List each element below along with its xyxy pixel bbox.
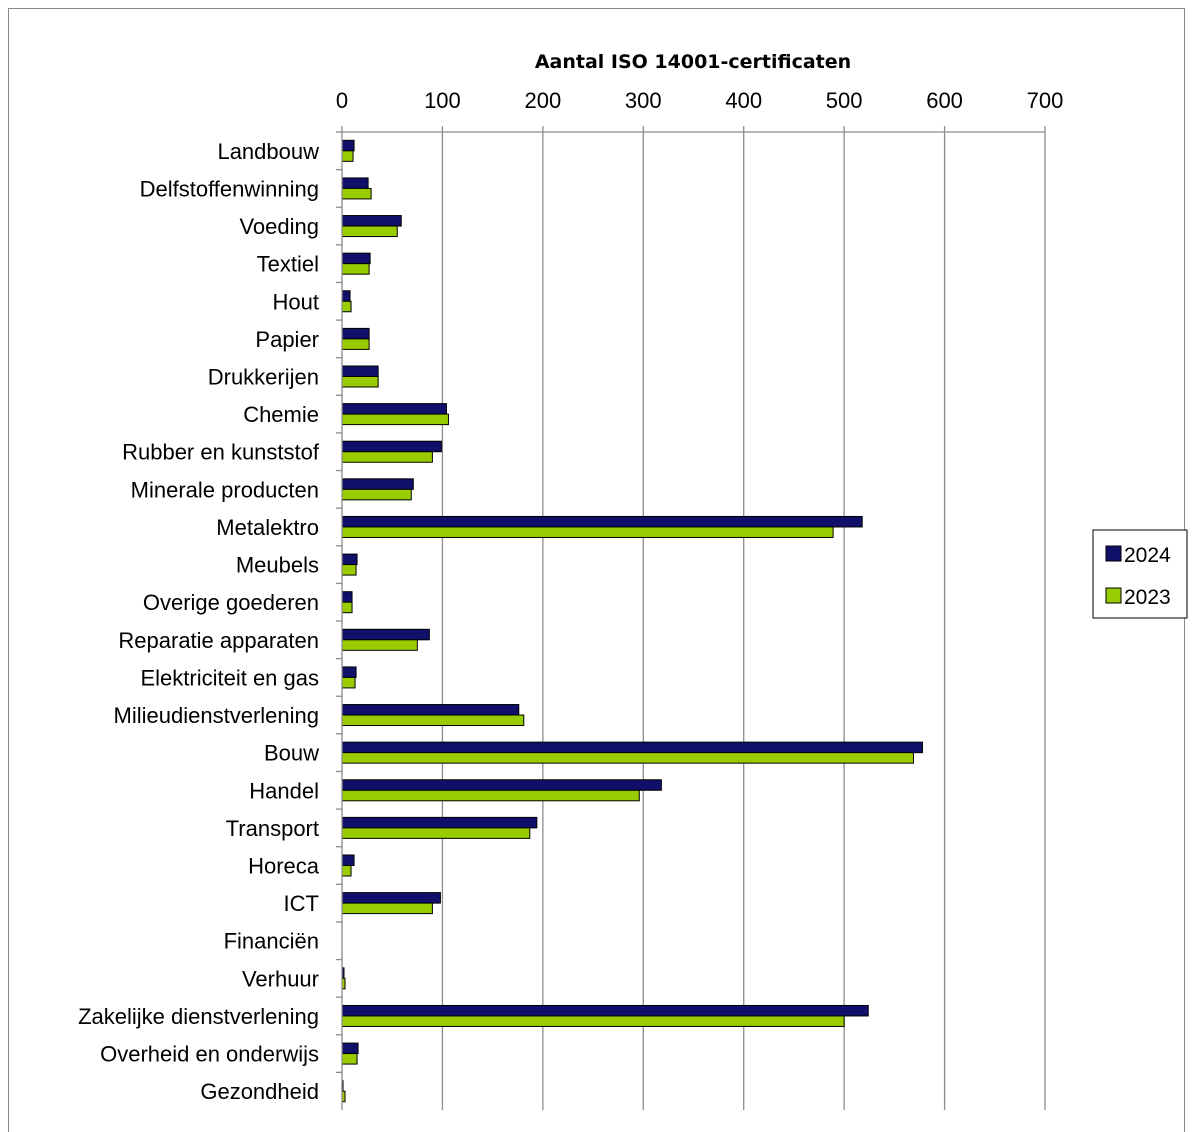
- bar-2023: [341, 564, 357, 576]
- category-label: Papier: [255, 327, 319, 352]
- bar-2023: [341, 789, 640, 802]
- bar-2024: [341, 741, 923, 754]
- x-tick-label: 600: [926, 88, 963, 113]
- bar-2023: [341, 488, 412, 501]
- bar-2024: [341, 591, 353, 603]
- bar-2023: [341, 526, 834, 538]
- legend-label-2023: 2023: [1124, 586, 1171, 609]
- category-label: Overige goederen: [143, 590, 319, 615]
- x-tick-label: 100: [424, 88, 461, 113]
- category-label: Bouw: [264, 741, 319, 766]
- legend-label-2024: 2024: [1124, 544, 1171, 567]
- legend-swatch-2023: [1105, 587, 1122, 604]
- bar-2024: [341, 1042, 359, 1055]
- category-label: Horeca: [248, 854, 320, 879]
- category-label: Milieudienstverlening: [114, 703, 319, 728]
- category-label: Voeding: [239, 214, 319, 239]
- x-axis: 0 100 200 300 400 500 600 700: [336, 88, 1064, 133]
- chart-title: Aantal ISO 14001-certificaten: [535, 51, 851, 73]
- bar-2024: [341, 892, 441, 904]
- bar-2024: [341, 666, 357, 678]
- bar-2023: [341, 601, 353, 614]
- category-label: Minerale producten: [131, 477, 319, 502]
- bar-2024: [341, 704, 520, 716]
- x-tick-label: 0: [336, 88, 348, 113]
- bar-2023: [341, 187, 372, 200]
- category-label: Verhuur: [242, 966, 319, 991]
- bar-2024: [341, 177, 369, 189]
- bar-2024: [341, 252, 371, 265]
- bar-2024: [341, 553, 358, 566]
- bar-2023: [341, 827, 531, 839]
- category-label: Meubels: [236, 553, 319, 578]
- legend-swatch-2024: [1105, 545, 1122, 562]
- bar-2023: [341, 413, 449, 426]
- bar-2023: [341, 451, 433, 463]
- category-label: Metalektro: [216, 515, 319, 540]
- bar-2024: [341, 139, 355, 152]
- gridlines: [441, 132, 1046, 1110]
- x-tick-label: 500: [826, 88, 863, 113]
- category-label: Landbouw: [217, 139, 319, 164]
- bar-2023: [341, 1015, 845, 1027]
- category-label: Chemie: [243, 402, 319, 427]
- category-label: Financiën: [224, 929, 319, 954]
- bar-2023: [341, 1053, 358, 1065]
- x-tick-label: 400: [725, 88, 762, 113]
- bar-2024: [341, 440, 442, 453]
- x-tick-label: 300: [625, 88, 662, 113]
- bar-2024: [341, 327, 370, 340]
- chart-frame: [8, 8, 1185, 1132]
- bar-2024: [341, 816, 538, 829]
- bar-2023: [341, 714, 525, 727]
- bar-2024: [341, 403, 447, 415]
- bar-2023: [341, 376, 379, 388]
- category-label: Hout: [273, 289, 319, 314]
- bar-2024: [341, 290, 351, 302]
- bar-2024: [341, 628, 430, 641]
- bar-2023: [341, 676, 356, 689]
- bar-2023: [341, 150, 354, 162]
- category-label: Handel: [249, 778, 319, 803]
- bar-2023: [341, 639, 418, 651]
- bar-2023: [341, 300, 352, 313]
- bar-2024: [341, 854, 355, 866]
- category-label: Overheid en onderwijs: [100, 1042, 319, 1067]
- category-label: Delfstoffenwinning: [140, 176, 319, 201]
- bar-2024: [341, 1004, 869, 1017]
- x-tick-label: 700: [1027, 88, 1064, 113]
- category-label: Rubber en kunststof: [122, 440, 320, 465]
- bar-2023: [341, 338, 370, 350]
- category-label: Elektriciteit en gas: [140, 665, 319, 690]
- category-label: ICT: [284, 891, 319, 916]
- category-label: Drukkerijen: [208, 365, 319, 390]
- bar-2024: [341, 215, 402, 227]
- bar-2023: [341, 865, 352, 877]
- bar-2023: [341, 263, 370, 275]
- bar-2023: [341, 752, 914, 764]
- y-axis: Landbouw Delfstoffenwinning Voeding Textiel…: [78, 131, 343, 1110]
- bar-2024: [341, 478, 414, 490]
- x-tick-label: 200: [524, 88, 561, 113]
- bar-2024: [341, 779, 662, 791]
- bars: [341, 139, 923, 1103]
- category-label: Transport: [226, 816, 319, 841]
- category-label: Zakelijke dienstverlening: [78, 1004, 319, 1029]
- bar-2023: [341, 225, 398, 238]
- bar-2024: [341, 515, 863, 528]
- bar-2024: [341, 365, 379, 377]
- category-label: Gezondheid: [200, 1079, 319, 1104]
- category-label: Reparatie apparaten: [118, 628, 319, 653]
- bar-2023: [341, 902, 433, 915]
- category-label: Textiel: [257, 252, 319, 277]
- legend: 2024 2023: [1092, 529, 1188, 619]
